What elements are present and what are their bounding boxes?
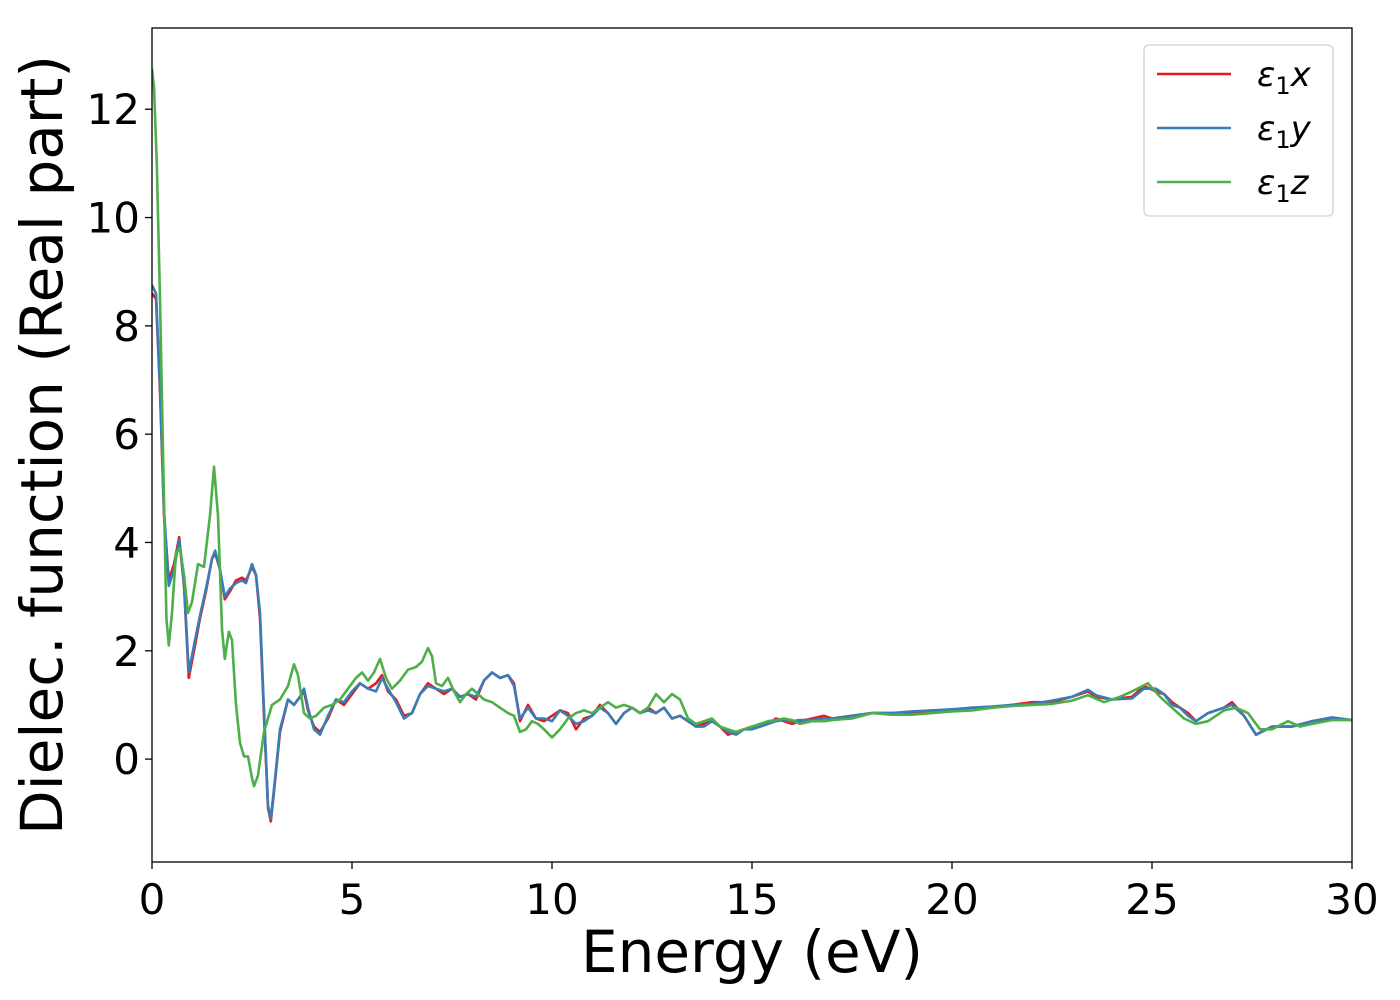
x-tick-label: 10 bbox=[525, 875, 578, 924]
legend-label: ε1z bbox=[1257, 163, 1310, 208]
legend: ε1x ε1y ε1z bbox=[1143, 44, 1334, 217]
y-tick-label: 8 bbox=[113, 302, 140, 351]
x-tick-label: 25 bbox=[1125, 875, 1178, 924]
legend-label: ε1y bbox=[1257, 109, 1312, 154]
y-axis: 0 2 4 6 8 10 12 bbox=[87, 85, 152, 784]
x-tick-label: 0 bbox=[139, 875, 166, 924]
y-tick-label: 10 bbox=[87, 194, 140, 243]
legend-box bbox=[1143, 44, 1334, 217]
x-tick-label: 15 bbox=[725, 875, 778, 924]
y-tick-label: 2 bbox=[113, 627, 140, 676]
x-axis: 0 5 10 15 20 25 30 bbox=[139, 862, 1379, 924]
y-tick-label: 12 bbox=[87, 85, 140, 134]
x-tick-label: 5 bbox=[339, 875, 366, 924]
series-line-3 bbox=[152, 68, 1352, 788]
x-axis-label: Energy (eV) bbox=[581, 918, 923, 986]
series-layer bbox=[152, 68, 1352, 823]
y-tick-label: 0 bbox=[113, 735, 140, 784]
series-line-1 bbox=[152, 292, 1352, 823]
y-axis-label: Dielec. function (Real part) bbox=[8, 55, 76, 835]
y-tick-label: 4 bbox=[113, 518, 140, 567]
legend-label: ε1x bbox=[1257, 55, 1312, 100]
y-tick-label: 6 bbox=[113, 410, 140, 459]
x-tick-label: 30 bbox=[1325, 875, 1378, 924]
series-line-2 bbox=[152, 284, 1352, 820]
x-tick-label: 20 bbox=[925, 875, 978, 924]
